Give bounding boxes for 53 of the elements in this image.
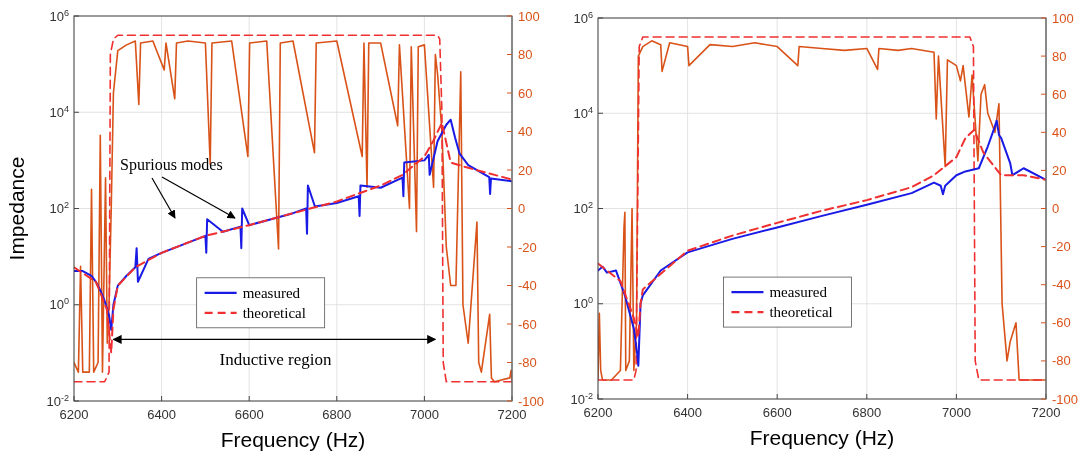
y-tick-label: 10$^{2}$ xyxy=(573,200,593,217)
y2-tick-label: 20 xyxy=(1052,162,1067,178)
x-tick-label: 6800 xyxy=(852,405,882,420)
x-tick-label: 7200 xyxy=(497,407,527,422)
y2-tick-label: 0 xyxy=(1052,201,1060,217)
legend-label: measured xyxy=(769,284,828,301)
y2-tick-label: -40 xyxy=(1052,277,1071,293)
y2-tick-label: -100 xyxy=(518,393,545,409)
x-tick-label: 6800 xyxy=(322,407,352,422)
y-tick-label: 10$^{-2}$ xyxy=(570,390,593,407)
y2-tick-label: -20 xyxy=(518,239,537,255)
y2-tick-label: 40 xyxy=(518,124,533,140)
y2-tick-label: 60 xyxy=(1052,86,1067,102)
x-tick-label: 7200 xyxy=(1031,405,1061,420)
y-tick-label: 10$^{4}$ xyxy=(573,104,593,121)
y-tick-label: 10$^{0}$ xyxy=(49,296,69,313)
legend-label: measured xyxy=(242,285,301,302)
x-tick-label: 7000 xyxy=(941,405,971,420)
y-axis-title: Impedance xyxy=(5,156,28,261)
x-tick-label: 6200 xyxy=(59,407,89,422)
y2-tick-label: 80 xyxy=(518,47,533,63)
y2-tick-label: -60 xyxy=(1052,315,1071,331)
y2-tick-label: -20 xyxy=(1052,239,1071,255)
annotation: Inductive region xyxy=(219,350,332,370)
y2-tick-label: -60 xyxy=(518,316,537,332)
y-tick-label: 10$^{2}$ xyxy=(49,200,69,217)
y-tick-label: 10$^{6}$ xyxy=(573,9,593,26)
x-tick-label: 6600 xyxy=(762,405,792,420)
y2-tick-label: -40 xyxy=(518,278,537,294)
y-tick-label: 10$^{6}$ xyxy=(49,7,69,24)
y2-tick-label: -80 xyxy=(518,355,537,371)
y2-tick-label: 100 xyxy=(1052,10,1074,26)
y2-tick-label: -100 xyxy=(1052,391,1079,407)
y-tick-label: 10$^{0}$ xyxy=(573,295,593,312)
legend-label: theoretical xyxy=(769,304,833,321)
legend-label: theoretical xyxy=(242,305,306,322)
x-tick-label: 6400 xyxy=(147,407,177,422)
annotation: Spurious modes xyxy=(119,156,223,174)
y2-tick-label: 0 xyxy=(518,201,526,217)
x-tick-label: 6600 xyxy=(234,407,264,422)
y2-tick-label: 80 xyxy=(1052,48,1067,64)
y-tick-label: 10$^{-2}$ xyxy=(46,392,69,409)
x-tick-label: 7000 xyxy=(409,407,439,422)
y2-tick-label: -80 xyxy=(1052,353,1071,369)
y2-tick-label: 20 xyxy=(518,162,533,178)
x-axis-title: Frequency (Hz) xyxy=(220,428,366,451)
y-tick-label: 10$^{4}$ xyxy=(49,103,69,120)
y2-tick-label: 40 xyxy=(1052,124,1067,140)
x-tick-label: 6400 xyxy=(673,405,703,420)
y2-tick-label: 60 xyxy=(518,85,533,101)
x-axis-title: Frequency (Hz) xyxy=(749,426,895,449)
x-tick-label: 6200 xyxy=(583,405,613,420)
y2-tick-label: 100 xyxy=(518,8,540,24)
